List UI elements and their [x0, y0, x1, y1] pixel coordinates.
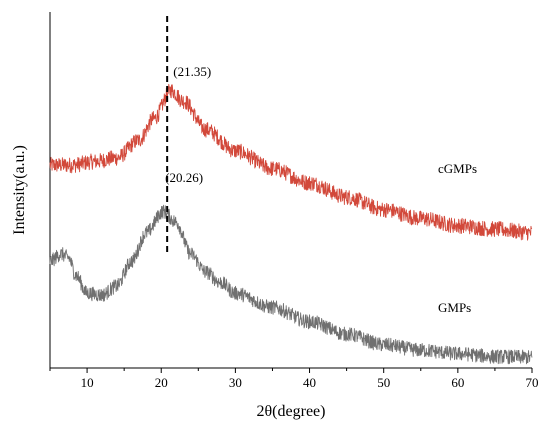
x-tick-label: 30	[229, 375, 242, 390]
series-labels: cGMPs GMPs	[438, 161, 477, 315]
x-tick-label: 50	[377, 375, 390, 390]
series-label-cGMPs: cGMPs	[438, 161, 477, 176]
x-axis-title: 2θ(degree)	[257, 403, 326, 420]
x-tick-label: 20	[155, 375, 168, 390]
series-line-cGMPs	[49, 83, 533, 241]
peak-annotations: (21.35) (20.26)	[165, 64, 211, 185]
plot-frame	[49, 12, 532, 369]
x-tick-label: 10	[81, 375, 94, 390]
peak-annotation: (21.35)	[173, 64, 211, 79]
series-label-GMPs: GMPs	[438, 300, 471, 315]
peak-annotation: (20.26)	[165, 170, 203, 185]
y-axis-title: Intensity(a.u.)	[11, 145, 28, 235]
x-axis-ticks	[49, 368, 533, 373]
series-layer	[49, 83, 533, 365]
x-tick-label: 70	[526, 375, 539, 390]
x-tick-label: 40	[303, 375, 316, 390]
series-line-GMPs	[49, 204, 533, 365]
x-axis-tick-labels: 10 20 30 40 50 60 70	[81, 375, 539, 390]
x-tick-label: 60	[451, 375, 464, 390]
